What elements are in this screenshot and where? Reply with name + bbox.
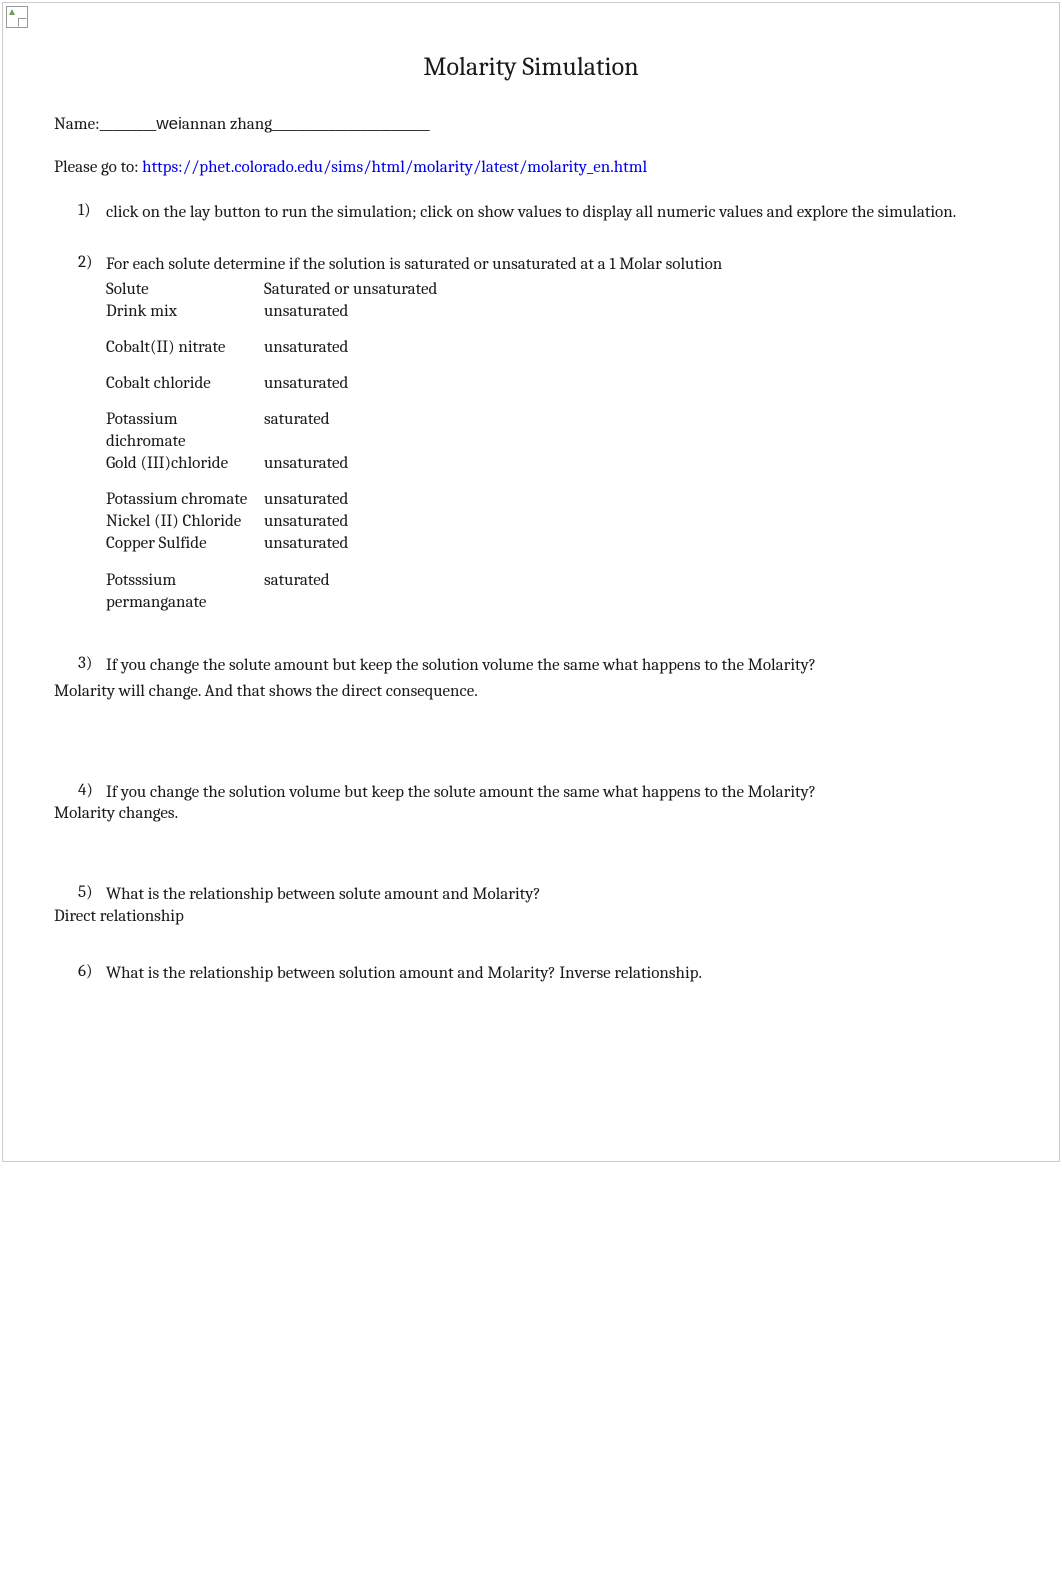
solute-name: Cobalt(II) nitrate (106, 337, 264, 359)
question-list-cont3: 6) What is the relationship between solu… (54, 962, 1008, 986)
table-row: Gold (III)chlorideunsaturated (106, 453, 1008, 475)
table-row: Potassium dichromatesaturated (106, 409, 1008, 453)
question-text: What is the relationship between solute … (106, 883, 1008, 907)
solute-name: Potassium chromate (106, 489, 264, 511)
saturation-state: unsaturated (264, 533, 1008, 555)
question-list: 1) click on the lay button to run the si… (54, 201, 1008, 678)
saturation-state: unsaturated (264, 337, 1008, 359)
broken-image-icon (6, 6, 28, 28)
solute-name: Cobalt chloride (106, 373, 264, 395)
solute-name: Drink mix (106, 301, 264, 323)
saturation-state: unsaturated (264, 453, 1008, 475)
solute-table: Solute Saturated or unsaturated Drink mi… (106, 279, 1008, 614)
table-row: Potsssium permanganatesaturated (106, 570, 1008, 614)
spacer (106, 323, 1008, 337)
saturation-state: unsaturated (264, 373, 1008, 395)
table-row: Cobalt(II) nitrateunsaturated (106, 337, 1008, 359)
question-text: For each solute determine if the solutio… (106, 253, 1008, 277)
question-4: 4) If you change the solution volume but… (106, 781, 1008, 805)
question-text: If you change the solute amount but keep… (106, 654, 1008, 678)
spacer (106, 359, 1008, 373)
question-1: 1) click on the lay button to run the si… (106, 201, 1008, 225)
saturation-state: unsaturated (264, 301, 1008, 323)
question-text: What is the relationship between solutio… (106, 962, 1008, 986)
spacer (106, 395, 1008, 409)
solute-name: Nickel (II) Chloride (106, 511, 264, 533)
solute-name: Potassium dichromate (106, 409, 264, 453)
question-number: 5) (78, 883, 93, 902)
table-row: Drink mixunsaturated (106, 301, 1008, 323)
spacer (106, 556, 1008, 570)
table-header-solute: Solute (106, 279, 264, 301)
solute-name: Gold (III)chloride (106, 453, 264, 475)
table-header-row: Solute Saturated or unsaturated (106, 279, 1008, 301)
table-row: Potassium chromateunsaturated (106, 489, 1008, 511)
saturation-state: unsaturated (264, 511, 1008, 533)
saturation-state: unsaturated (264, 489, 1008, 511)
question-number: 6) (78, 962, 92, 981)
question-number: 1) (78, 201, 91, 220)
question-2: 2) For each solute determine if the solu… (106, 253, 1008, 614)
solute-name: Potsssium permanganate (106, 570, 264, 614)
question-5: 5) What is the relationship between solu… (106, 883, 1008, 907)
question-3: 3) If you change the solute amount but k… (106, 654, 1008, 678)
question-number: 3) (78, 654, 92, 673)
question-list-cont2: 5) What is the relationship between solu… (54, 883, 1008, 907)
question-text: If you change the solution volume but ke… (106, 781, 1008, 805)
question-6: 6) What is the relationship between solu… (106, 962, 1008, 986)
saturation-state: saturated (264, 409, 1008, 453)
solute-name: Copper Sulfide (106, 533, 264, 555)
question-text: click on the lay button to run the simul… (106, 201, 1008, 225)
question-number: 2) (78, 253, 93, 272)
spacer (106, 475, 1008, 489)
table-row: Copper Sulfideunsaturated (106, 533, 1008, 555)
question-list-cont: 4) If you change the solution volume but… (54, 781, 1008, 805)
question-number: 4) (78, 781, 93, 800)
table-header-state: Saturated or unsaturated (264, 279, 1008, 301)
table-row: Nickel (II) Chlorideunsaturated (106, 511, 1008, 533)
table-row: Cobalt chlorideunsaturated (106, 373, 1008, 395)
saturation-state: saturated (264, 570, 1008, 614)
